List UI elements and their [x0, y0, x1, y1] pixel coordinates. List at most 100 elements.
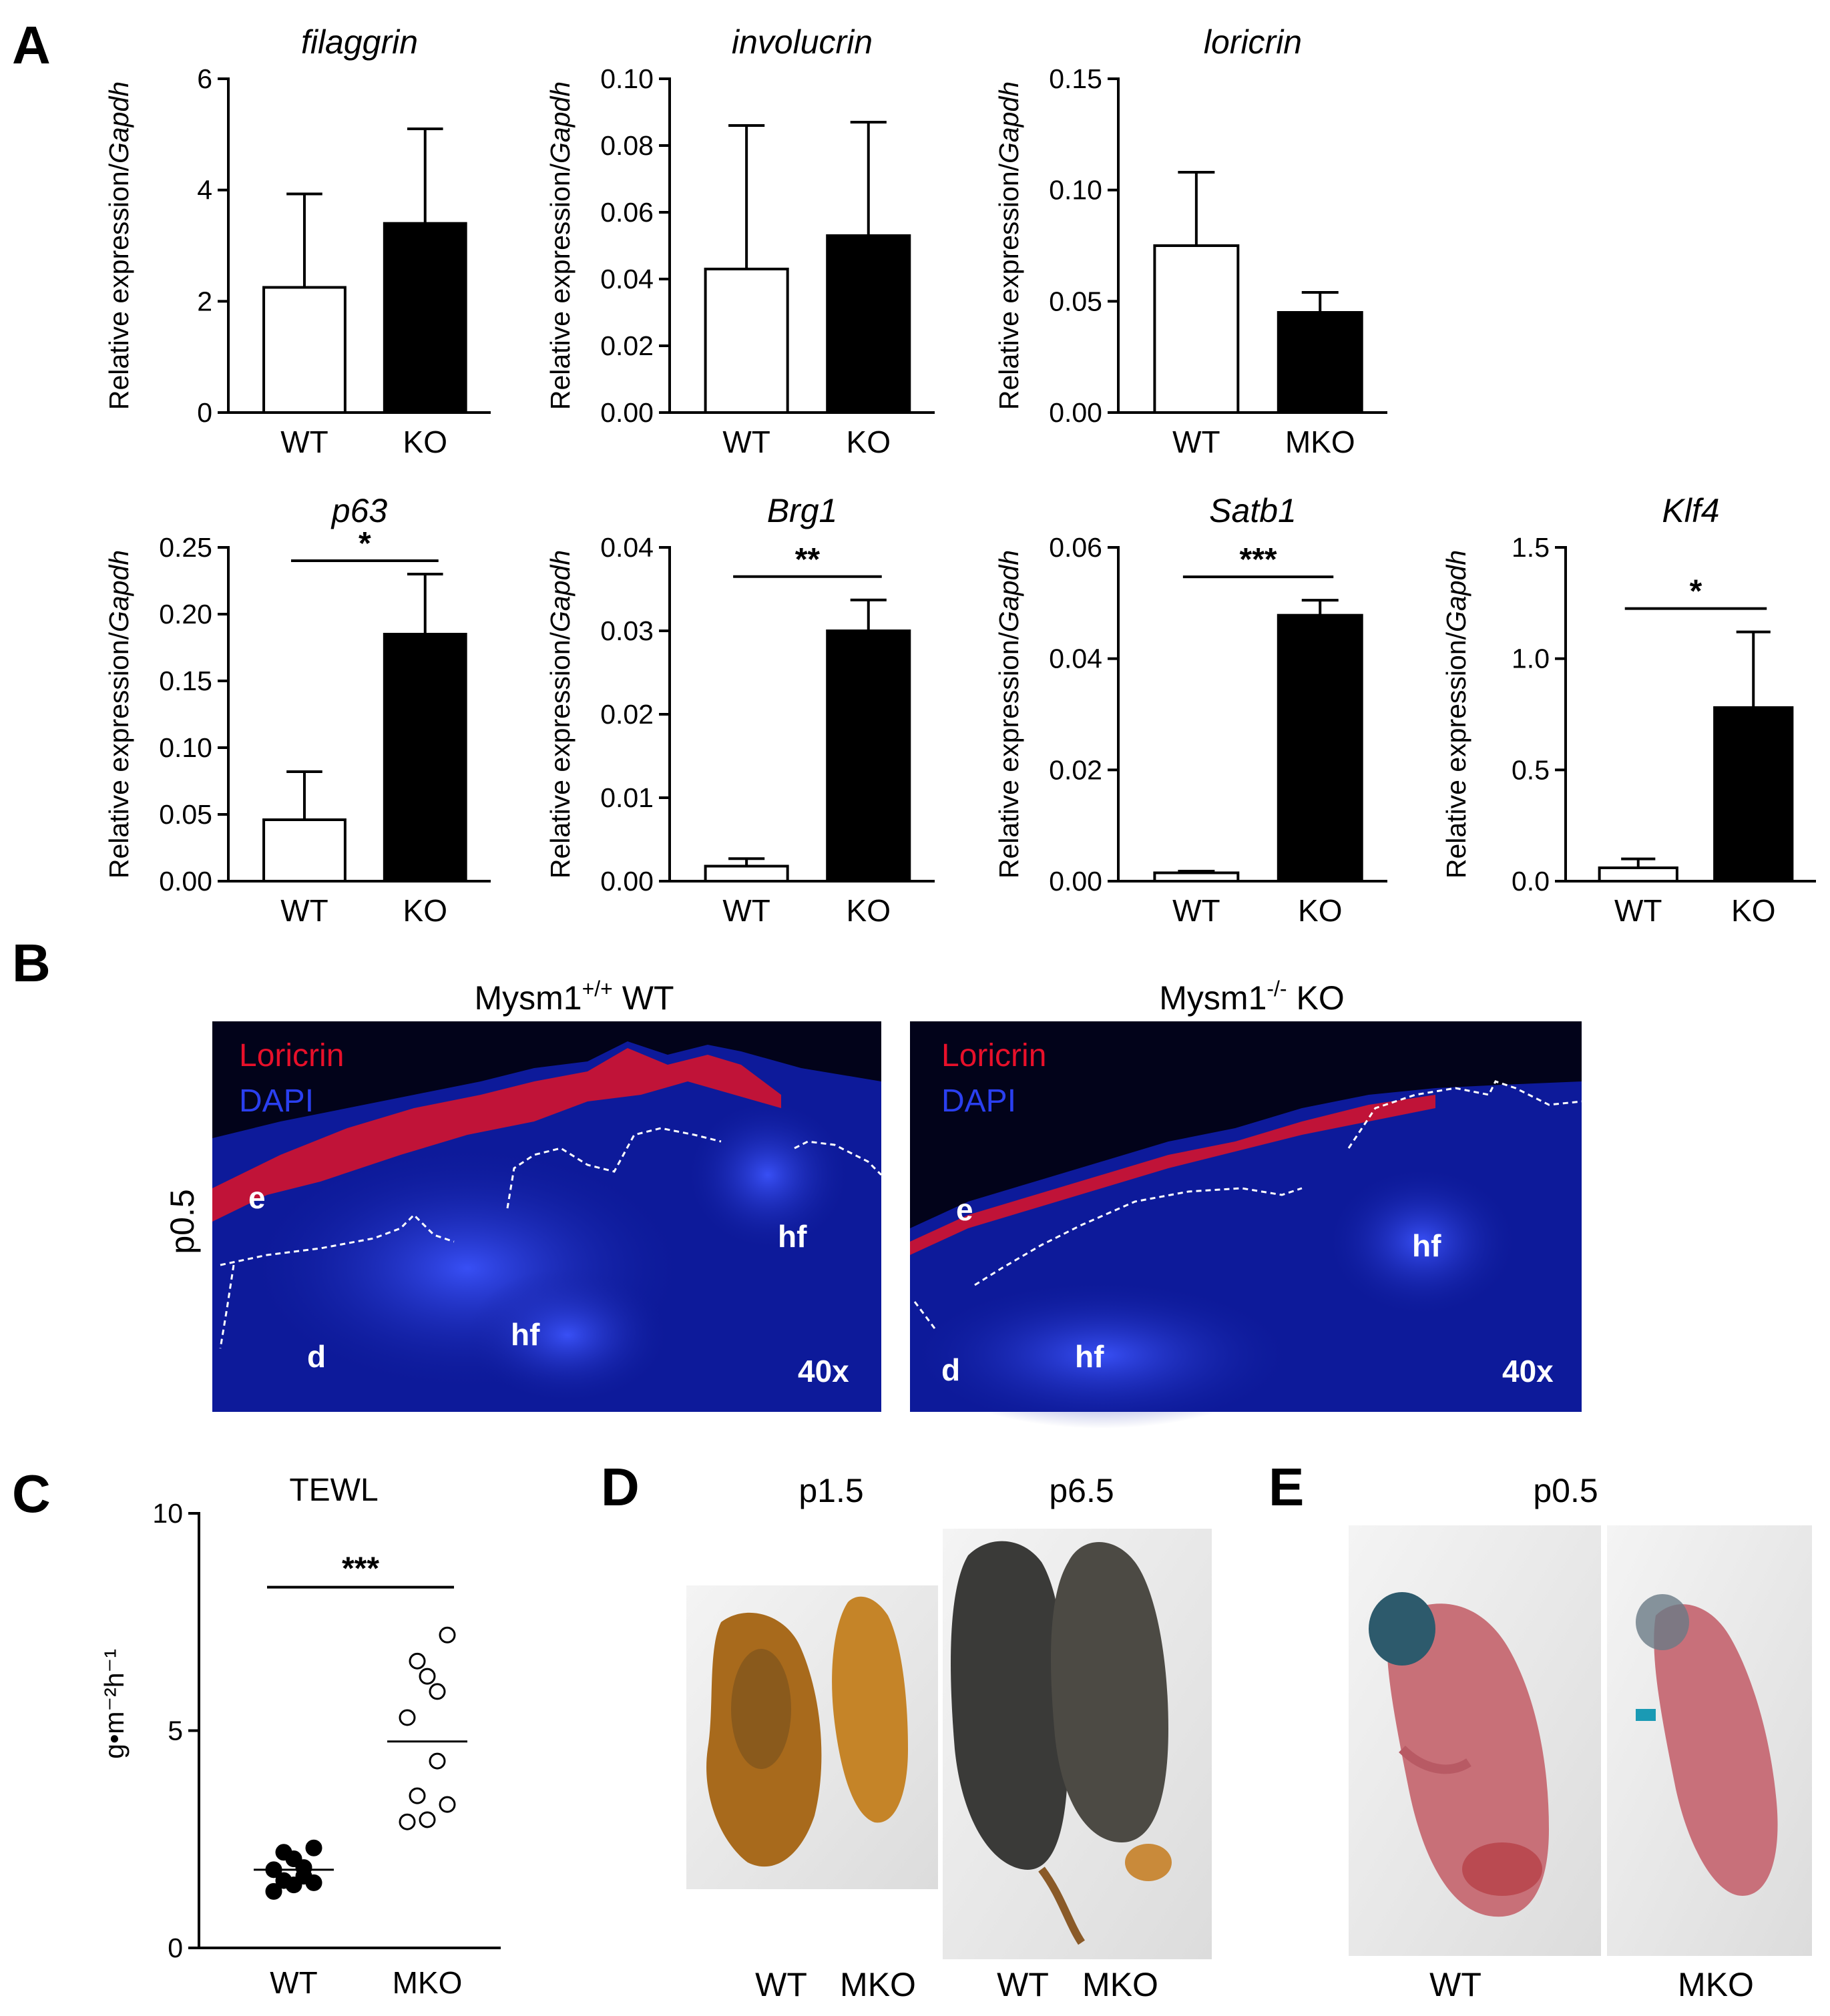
data-point-mko — [409, 1787, 426, 1804]
data-point-mko — [419, 1668, 436, 1685]
bar-ko — [826, 234, 911, 414]
y-tick-label: 0.02 — [600, 699, 654, 730]
x-tick-label: WT — [1172, 893, 1220, 928]
y-tick-label: 0.10 — [159, 732, 212, 763]
chart-title: TEWL — [289, 1473, 378, 1508]
chart-title: loricrin — [1204, 23, 1302, 61]
y-tick-label: 0.15 — [159, 666, 212, 696]
data-point-mko — [429, 1752, 446, 1770]
marker-hf-ko-1: hf — [1412, 1228, 1441, 1263]
x-tick-label: WT — [722, 425, 770, 459]
y-axis-label-gene: Gapdh — [1441, 550, 1471, 632]
bar-ko — [1277, 613, 1363, 883]
photo-e-mko — [1607, 1525, 1812, 1956]
y-tick-label: 0.00 — [159, 866, 212, 897]
image-title-wt: Mysm1+/+ WT — [474, 977, 674, 1017]
marker-d-wt: d — [307, 1339, 326, 1374]
y-tick-label: 0.00 — [600, 397, 654, 428]
caption-d-mko-2: MKO — [1082, 1966, 1158, 2003]
y-tick-label: 4 — [197, 175, 212, 206]
bar-wt — [1598, 866, 1678, 883]
panel-b: Mysm1+/+ WT Mysm1-/- KO p0.5 Loricrin DA… — [164, 977, 1582, 1429]
y-tick-label: 0.02 — [1049, 754, 1102, 785]
significance-marker: *** — [342, 1551, 379, 1587]
significance-marker: * — [359, 526, 371, 561]
timepoint-label-e: p0.5 — [1533, 1472, 1598, 1509]
bar-ko — [1713, 706, 1794, 883]
bar-chart-satb1: Satb1 Relative expression/Gapdh 0.00 0.02 0.… — [993, 492, 1387, 928]
y-tick-label: 1.0 — [1512, 644, 1550, 674]
magnification-ko: 40x — [1502, 1354, 1554, 1389]
y-tick-label: 0.00 — [1049, 397, 1102, 428]
x-tick-label: MKO — [393, 1965, 463, 2000]
y-tick-label: 0.06 — [600, 197, 654, 228]
y-axis-label: g•m⁻²h⁻¹ — [99, 1649, 130, 1759]
chart-title: Klf4 — [1662, 492, 1719, 529]
y-tick-label: 5 — [168, 1716, 183, 1746]
timepoint-label-b: p0.5 — [164, 1189, 201, 1254]
y-tick-label: 0.04 — [600, 264, 654, 294]
significance-marker: *** — [1240, 542, 1277, 577]
chart-title: Brg1 — [767, 492, 838, 529]
y-tick-label: 1.5 — [1512, 532, 1550, 563]
y-axis-label: Relative expression/Gapdh — [993, 550, 1024, 878]
data-point-wt — [275, 1872, 292, 1889]
y-axis-label-gene: Gapdh — [545, 550, 576, 632]
data-point-mko — [409, 1652, 426, 1670]
panel-label-d: D — [601, 1457, 640, 1517]
y-axis-label: Relative expression/Gapdh — [103, 81, 134, 410]
marker-hf-ko-2: hf — [1075, 1339, 1104, 1374]
chart-title: Satb1 — [1209, 492, 1297, 529]
micrograph-wt: Loricrin DAPI e d hf hf 40x — [212, 1021, 883, 1412]
x-tick-label: KO — [1731, 893, 1775, 928]
y-tick-label: 0 — [168, 1933, 183, 1963]
y-tick-label: 0.25 — [159, 532, 212, 563]
data-point-mko — [439, 1626, 456, 1644]
y-axis-label: Relative expression/Gapdh — [103, 550, 134, 878]
y-axis-label-gene: Gapdh — [103, 81, 134, 164]
bar-wt — [262, 286, 347, 414]
y-tick-label: 0.10 — [1049, 175, 1102, 206]
x-tick-label: WT — [270, 1965, 318, 2000]
data-point-mko — [419, 1811, 436, 1828]
y-tick-label: 0.05 — [1049, 286, 1102, 316]
significance-marker: ** — [795, 542, 821, 577]
chart-title: p63 — [330, 492, 388, 529]
y-tick-label: 6 — [197, 63, 212, 94]
bar-chart-involucrin: involucrin Relative expression/Gapdh 0.00 0… — [545, 23, 935, 459]
y-axis-label-prefix: Relative expression/ — [103, 163, 134, 410]
image-title-ko: Mysm1-/- KO — [1159, 977, 1344, 1017]
x-tick-label: WT — [1614, 893, 1662, 928]
bar-ko — [826, 629, 911, 883]
panel-d: p1.5 p6.5 WT MKO WT MKO — [686, 1472, 1212, 2003]
panel-e: p0.5 WT MKO — [1349, 1472, 1812, 2003]
data-point-wt — [305, 1839, 322, 1856]
y-tick-label: 0.04 — [1049, 644, 1102, 674]
data-point-mko — [429, 1683, 446, 1700]
y-tick-label: 0.03 — [600, 615, 654, 646]
marker-e-wt: e — [248, 1180, 266, 1215]
y-tick-label: 0.0 — [1512, 866, 1550, 897]
timepoint-label-p6-5: p6.5 — [1049, 1472, 1114, 1509]
photo-e-wt — [1349, 1525, 1601, 1956]
y-tick-label: 0.06 — [1049, 532, 1102, 563]
y-tick-label: 10 — [152, 1498, 183, 1529]
significance-marker: * — [1690, 574, 1702, 609]
bar-wt — [704, 864, 789, 883]
x-tick-label: KO — [403, 425, 447, 459]
stain-label-dapi-wt: DAPI — [239, 1083, 314, 1119]
magnification-wt: 40x — [798, 1354, 849, 1389]
bar-wt — [1153, 244, 1240, 414]
y-tick-label: 2 — [197, 286, 212, 316]
caption-d-wt-2: WT — [997, 1966, 1049, 2003]
data-point-mko — [399, 1709, 416, 1726]
bar-ko — [383, 222, 467, 414]
y-axis-label: Relative expression/Gapdh — [545, 81, 576, 410]
scatter-chart-tewl: TEWL g•m⁻²h⁻¹ 0 5 10 WT MKO *** — [99, 1473, 501, 2000]
bar-chart-klf4: Klf4 Relative expression/Gapdh 0.0 0.5 1.0 1.… — [1441, 492, 1816, 928]
y-tick-label: 0.00 — [1049, 866, 1102, 897]
marker-hf-wt-1: hf — [778, 1219, 807, 1254]
panel-label-e: E — [1269, 1457, 1304, 1517]
y-axis-label-prefix: Relative expression/ — [545, 632, 576, 878]
y-tick-label: 0.5 — [1512, 754, 1550, 785]
